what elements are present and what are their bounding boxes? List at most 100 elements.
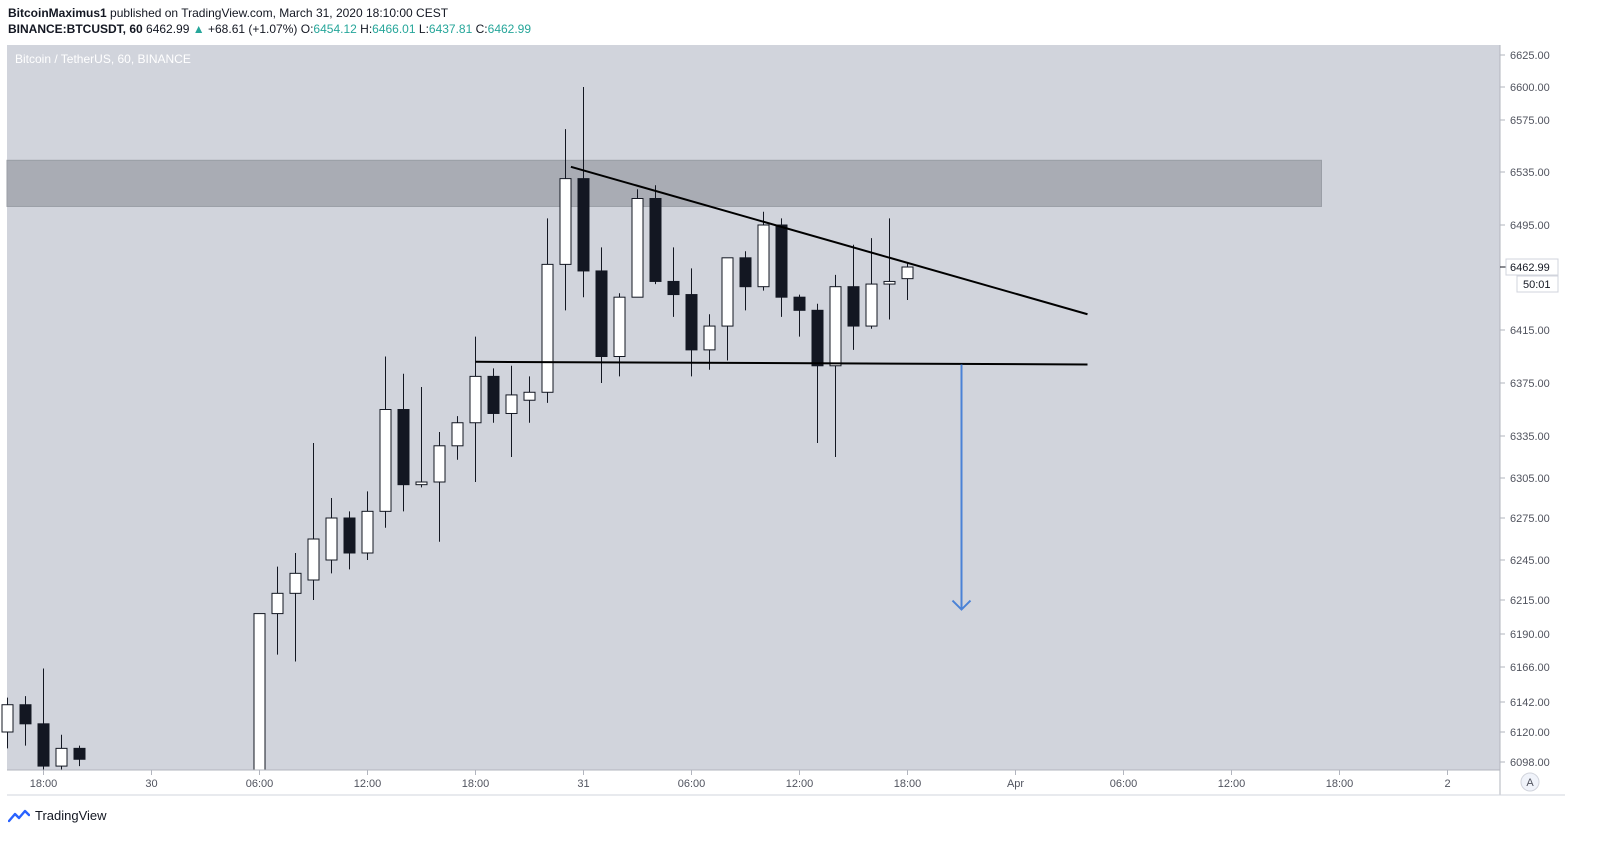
candle[interactable]	[559, 129, 572, 311]
candle[interactable]	[397, 373, 410, 512]
candle[interactable]	[739, 251, 752, 311]
close-label: C:	[475, 22, 488, 36]
candle[interactable]	[811, 303, 824, 443]
candle[interactable]	[667, 247, 680, 317]
candle-body-bearish	[397, 409, 410, 486]
candle[interactable]	[703, 314, 716, 370]
candle[interactable]	[415, 386, 428, 488]
candle-body-bullish	[1, 704, 14, 733]
candle-body-bullish	[703, 325, 716, 351]
price-tick-label: 6600.00	[1510, 82, 1550, 94]
candle[interactable]	[721, 257, 734, 361]
candle[interactable]	[253, 613, 266, 771]
price-tick-label: 6495.00	[1510, 220, 1550, 232]
candle[interactable]	[523, 376, 536, 423]
candle[interactable]	[685, 268, 698, 377]
low-value: 6437.81	[428, 22, 473, 36]
candle[interactable]	[343, 511, 356, 570]
candle-body-bearish	[775, 224, 788, 298]
last-price-badge-bg	[1505, 258, 1559, 276]
candle[interactable]	[541, 218, 554, 403]
candle[interactable]	[595, 247, 608, 383]
candle[interactable]	[307, 443, 320, 600]
price-tick-label: 6120.00	[1510, 727, 1550, 739]
candle[interactable]	[55, 734, 68, 770]
candle[interactable]	[451, 416, 464, 460]
high-value: 6466.01	[372, 22, 416, 36]
candle-body-bullish	[613, 296, 626, 357]
candle[interactable]	[901, 263, 914, 301]
price-tick-label: 6190.00	[1510, 629, 1550, 641]
candle[interactable]	[649, 185, 662, 285]
time-axis[interactable]: 18:00 30 06:00 12:00 18:00 31 06:00 12:00 18:00 A…	[30, 770, 1451, 790]
candle[interactable]	[325, 498, 338, 574]
candle[interactable]	[289, 553, 302, 662]
candle[interactable]	[271, 566, 284, 655]
time-tick-label: 12:00	[786, 778, 814, 790]
candle-body-bullish	[541, 263, 554, 393]
time-tick-label: 18:00	[30, 778, 58, 790]
candle[interactable]	[433, 432, 446, 542]
candle-body-bearish	[73, 747, 86, 760]
price-tick-label: 6415.00	[1510, 325, 1550, 337]
candle-body-bearish	[793, 296, 806, 311]
footer-brand[interactable]: TradingView	[35, 808, 107, 823]
open-label: O:	[300, 22, 314, 36]
candle-body-bullish	[523, 391, 536, 401]
time-tick-label: 12:00	[1218, 778, 1246, 790]
candle-body-bullish	[289, 572, 302, 594]
candle[interactable]	[37, 668, 50, 770]
candle-body-bullish	[253, 613, 266, 771]
candle[interactable]	[847, 244, 860, 350]
candle[interactable]	[793, 294, 806, 337]
price-change: +68.61 (+1.07%)	[208, 22, 298, 36]
time-tick-label: 18:00	[894, 778, 922, 790]
ohlc-legend: BINANCE:BTCUSDT, 60 6462.99 ▲ +68.61 (+1…	[8, 22, 531, 36]
time-tick-label: 06:00	[246, 778, 274, 790]
candle[interactable]	[487, 368, 500, 423]
candle[interactable]	[757, 211, 770, 291]
price-tick-label: 6245.00	[1510, 555, 1550, 567]
candle[interactable]	[361, 491, 374, 560]
symbol-label: BINANCE:BTCUSDT, 60	[8, 22, 143, 36]
plot-background[interactable]	[7, 45, 1500, 770]
candle[interactable]	[73, 745, 86, 767]
candle[interactable]	[631, 189, 644, 298]
last-price-badge[interactable]: 6462.99	[1505, 258, 1559, 276]
candle-body-bearish	[649, 198, 662, 282]
candle[interactable]	[829, 274, 842, 457]
candle-body-bearish	[739, 257, 752, 288]
last-price: 6462.99	[146, 22, 190, 36]
price-axis[interactable]: 6625.00 6600.00 6575.00 6535.00 6495.00 6415.…	[1500, 50, 1550, 769]
candle[interactable]	[379, 356, 392, 528]
author-name[interactable]: BitcoinMaximus1	[8, 6, 107, 20]
time-tick-label: 06:00	[1110, 778, 1138, 790]
candle-body-bullish	[379, 409, 392, 512]
candle[interactable]	[883, 218, 896, 320]
resistance-zone[interactable]	[6, 159, 1322, 207]
candle-body-bearish	[37, 723, 50, 767]
candle[interactable]	[577, 87, 590, 298]
time-tick-label: 06:00	[678, 778, 706, 790]
price-tick-label: 6625.00	[1510, 50, 1550, 62]
tradingview-logo-icon[interactable]	[8, 809, 30, 823]
candle[interactable]	[775, 218, 788, 317]
candle-body-bullish	[829, 286, 842, 367]
candle[interactable]	[469, 336, 482, 482]
candle-body-bullish	[757, 224, 770, 288]
horizontal-support-trendline[interactable]	[475, 360, 1088, 366]
bar-countdown-label: 50:01	[1523, 279, 1551, 291]
price-tick-label: 6375.00	[1510, 378, 1550, 390]
time-tick-label: 2	[1444, 778, 1450, 790]
price-tick-label: 6215.00	[1510, 595, 1550, 607]
candle[interactable]	[19, 696, 32, 746]
open-value: 6454.12	[313, 22, 357, 36]
descending-resistance-trendline[interactable]	[570, 165, 1088, 316]
auto-scale-button[interactable]: A	[1520, 772, 1540, 792]
candle[interactable]	[505, 365, 518, 457]
auto-scale-label: A	[1526, 777, 1534, 789]
candle[interactable]	[1, 697, 14, 749]
target-arrow-head	[951, 599, 972, 611]
target-arrow[interactable]	[951, 364, 972, 611]
